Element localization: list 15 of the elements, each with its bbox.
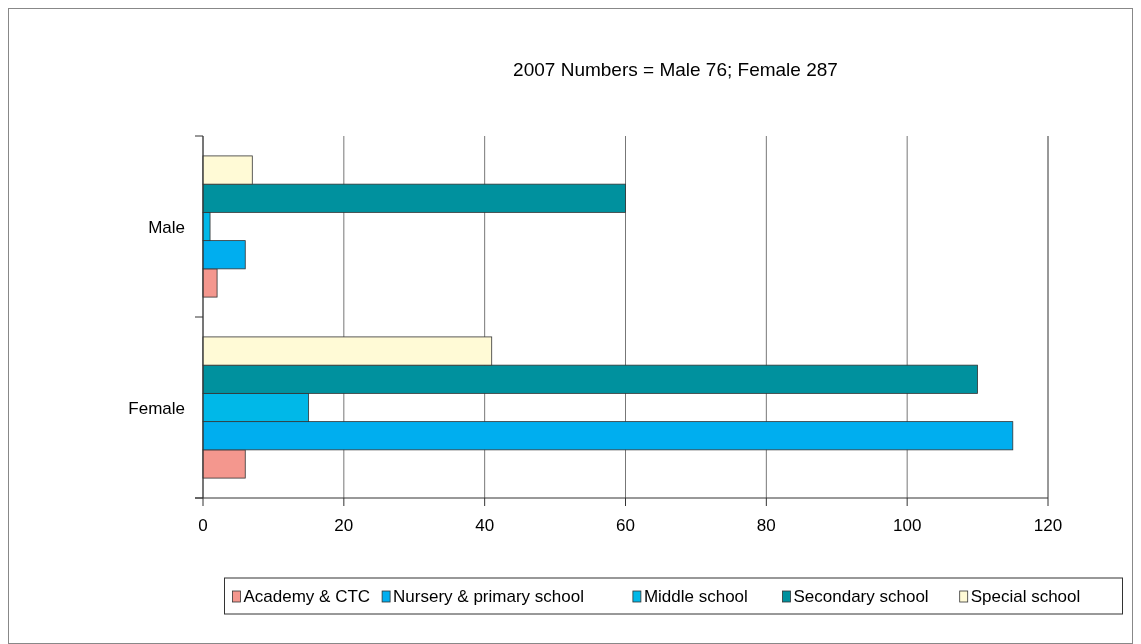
legend-label: Academy & CTC: [243, 587, 371, 606]
legend-label: Middle school: [643, 587, 748, 606]
x-tick-label: 100: [892, 516, 922, 535]
y-tick-label: Female: [128, 398, 185, 418]
x-tick-label: 80: [756, 516, 776, 535]
legend-label: Nursery & primary school: [393, 587, 584, 606]
x-tick-label: 60: [616, 516, 635, 535]
legend-label: Secondary school: [793, 587, 929, 606]
x-tick-label: 120: [1033, 516, 1063, 535]
legend-label: Special school: [970, 587, 1081, 606]
x-tick-label: 0: [198, 516, 208, 535]
chart-title: 2007 Numbers = Male 76; Female 287: [513, 59, 838, 80]
x-tick-label: 20: [334, 516, 354, 535]
x-tick-label: 40: [475, 516, 495, 535]
y-tick-label: Male: [148, 217, 185, 237]
